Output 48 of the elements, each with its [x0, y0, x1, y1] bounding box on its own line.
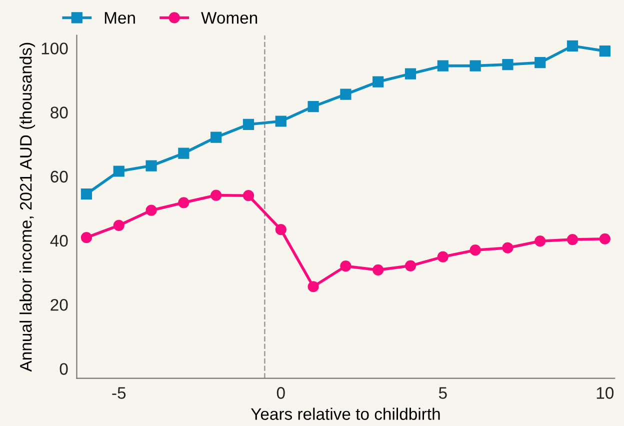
point — [599, 233, 610, 244]
point — [178, 148, 190, 159]
y-axis-title: Annual labor income, 2021 AUD (thousands) — [20, 42, 36, 372]
y-tick-label: 100 — [42, 42, 68, 54]
point — [566, 234, 578, 246]
point — [80, 188, 92, 200]
point — [113, 220, 124, 231]
point — [470, 244, 481, 256]
point — [275, 224, 286, 236]
legend-label: Women — [201, 12, 258, 24]
x-tick-label: 0 — [276, 387, 285, 399]
point — [534, 57, 546, 68]
point — [534, 236, 546, 247]
point — [372, 264, 384, 276]
point — [437, 60, 448, 72]
point — [566, 40, 578, 52]
point — [275, 116, 286, 127]
point — [113, 166, 124, 177]
point — [599, 46, 610, 57]
point — [502, 242, 514, 254]
x-axis-title: Years relative to childbirth — [250, 408, 440, 420]
point — [372, 76, 384, 88]
x-tick-label: 5 — [438, 387, 447, 399]
point — [242, 118, 254, 130]
point — [340, 260, 352, 272]
point — [242, 190, 254, 202]
legend-label: Men — [104, 12, 135, 24]
point — [404, 68, 416, 80]
x-tick-label: -5 — [112, 387, 126, 399]
y-tick-label: 60 — [50, 170, 68, 183]
y-tick-label: 0 — [60, 363, 68, 375]
point — [340, 88, 352, 100]
point — [308, 100, 319, 112]
x-tick-label: 10 — [596, 387, 614, 399]
point — [437, 251, 448, 262]
point — [502, 58, 514, 70]
point — [178, 197, 190, 208]
y-tick-label: 40 — [50, 234, 68, 247]
point — [308, 281, 319, 292]
point — [146, 204, 157, 216]
point — [470, 60, 481, 72]
point — [146, 160, 157, 172]
point — [404, 260, 416, 272]
y-tick-label: 20 — [50, 298, 68, 311]
point — [210, 190, 222, 201]
point — [210, 132, 222, 143]
point — [80, 232, 92, 244]
y-tick-label: 80 — [50, 106, 68, 118]
